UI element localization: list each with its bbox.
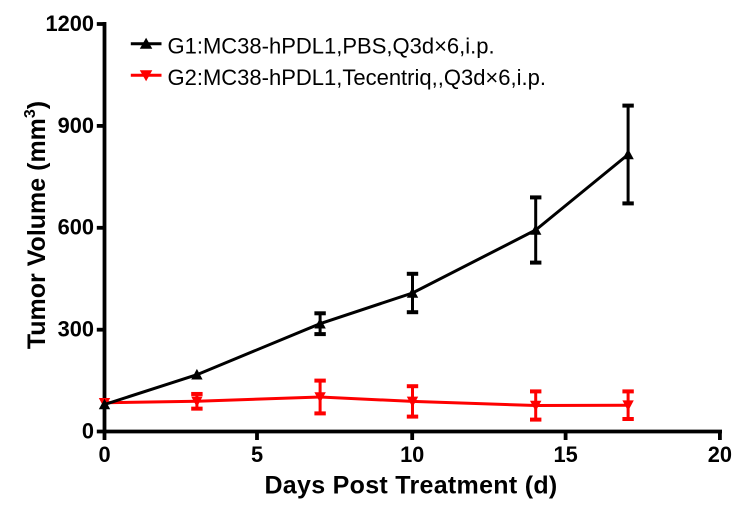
svg-text:300: 300 [58, 317, 94, 342]
svg-text:G2:MC38-hPDL1,Tecentriq,,Q3d×6: G2:MC38-hPDL1,Tecentriq,,Q3d×6,i.p. [168, 65, 546, 90]
svg-text:20: 20 [708, 442, 732, 467]
svg-text:0: 0 [82, 418, 94, 443]
svg-text:0: 0 [98, 442, 110, 467]
svg-text:900: 900 [58, 113, 94, 138]
svg-text:Tumor Volume (mm3): Tumor Volume (mm3) [22, 101, 51, 349]
svg-text:G1:MC38-hPDL1,PBS,Q3d×6,i.p.: G1:MC38-hPDL1,PBS,Q3d×6,i.p. [168, 33, 495, 58]
svg-text:15: 15 [553, 442, 577, 467]
svg-text:600: 600 [58, 215, 94, 240]
svg-text:1200: 1200 [46, 11, 95, 36]
svg-text:5: 5 [251, 442, 263, 467]
svg-text:Days Post Treatment (d): Days Post Treatment (d) [264, 472, 557, 500]
svg-text:10: 10 [400, 442, 424, 467]
